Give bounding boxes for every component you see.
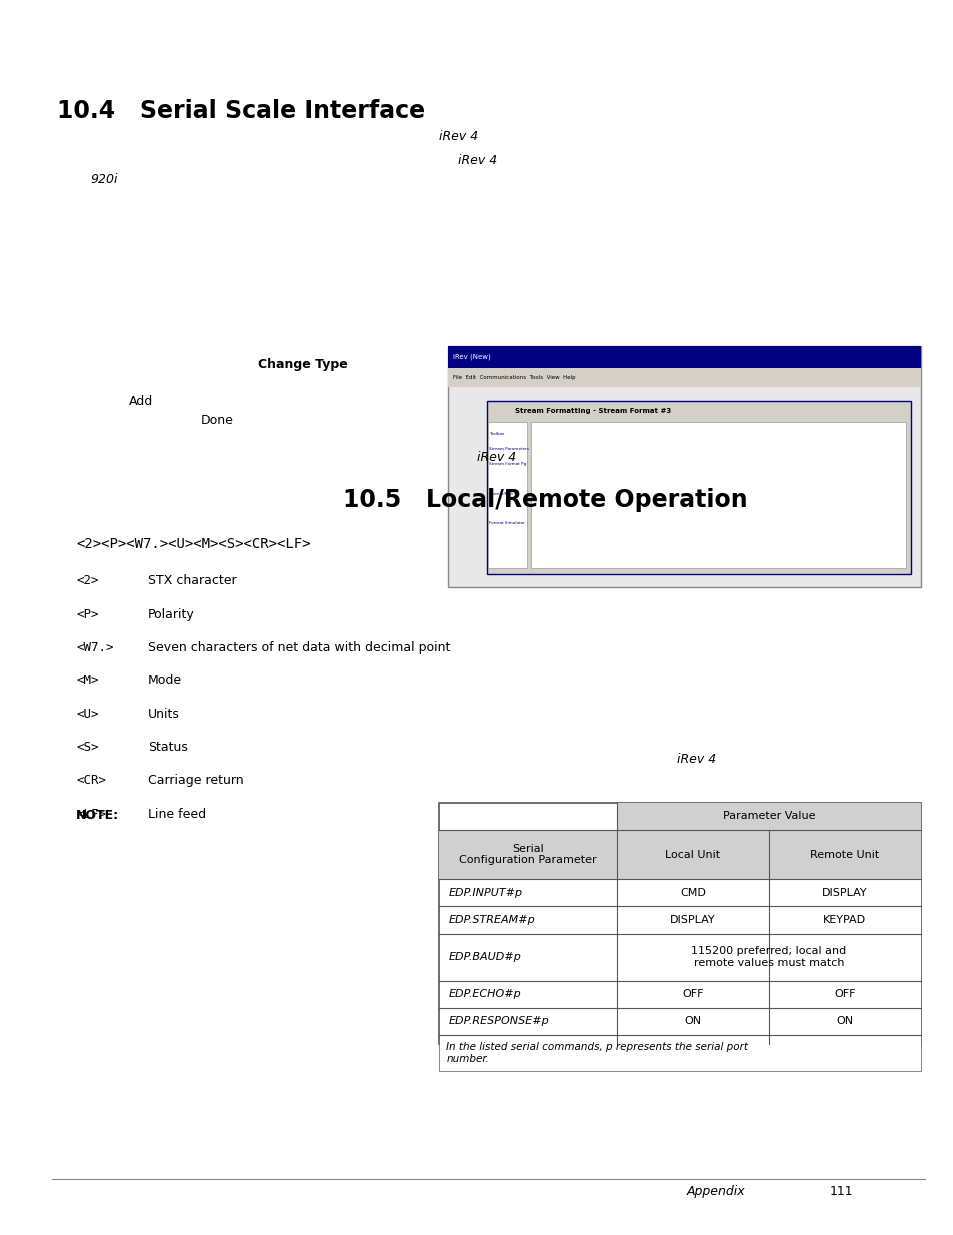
Text: EDP.STREAM#p: EDP.STREAM#p (448, 915, 535, 925)
Text: ON: ON (683, 1016, 700, 1026)
Text: Format Simulator: Format Simulator (489, 521, 525, 525)
Text: File  Edit  Communications  Tools  View  Help: File Edit Communications Tools View Help (453, 374, 576, 380)
Text: Line feed: Line feed (148, 808, 206, 821)
FancyBboxPatch shape (438, 981, 920, 1008)
Text: Parameter Value: Parameter Value (721, 811, 814, 821)
Text: CMD: CMD (679, 888, 705, 898)
Text: Format/Edit: Format/Edit (489, 492, 513, 495)
Text: DISPLAY: DISPLAY (821, 888, 866, 898)
Text: Done: Done (200, 414, 233, 427)
Text: Mode: Mode (148, 674, 182, 688)
Text: EDP.RESPONSE#p: EDP.RESPONSE#p (448, 1016, 549, 1026)
Text: 10.5   Local/Remote Operation: 10.5 Local/Remote Operation (343, 488, 747, 511)
Text: DISPLAY: DISPLAY (669, 915, 715, 925)
Text: <U>: <U> (76, 708, 99, 721)
FancyBboxPatch shape (438, 906, 920, 934)
FancyBboxPatch shape (448, 368, 920, 387)
FancyBboxPatch shape (438, 1035, 920, 1071)
Text: Toolbox: Toolbox (489, 432, 504, 436)
Text: NOTE:: NOTE: (76, 809, 119, 823)
Text: 10.4   Serial Scale Interface: 10.4 Serial Scale Interface (57, 99, 425, 122)
Text: Units: Units (148, 708, 179, 721)
Text: iRev 4: iRev 4 (476, 451, 516, 464)
Text: Add: Add (129, 395, 152, 409)
Text: iRev 4: iRev 4 (677, 753, 716, 767)
Text: In the listed serial commands, p represents the serial port
number.: In the listed serial commands, p represe… (446, 1042, 748, 1063)
Text: iRev 4: iRev 4 (438, 130, 477, 143)
Text: <CR>: <CR> (76, 774, 106, 788)
Text: Stream Format Pg: Stream Format Pg (489, 462, 526, 466)
Text: EDP.ECHO#p: EDP.ECHO#p (448, 989, 520, 999)
Text: iRev (New): iRev (New) (453, 353, 491, 361)
FancyBboxPatch shape (438, 1008, 920, 1035)
Text: STX character: STX character (148, 574, 236, 588)
Text: Stream Parameters: Stream Parameters (489, 447, 529, 451)
Text: <W7.>: <W7.> (76, 641, 113, 655)
Text: Serial
Configuration Parameter: Serial Configuration Parameter (458, 844, 597, 866)
Text: Remote Unit: Remote Unit (809, 850, 879, 860)
FancyBboxPatch shape (617, 803, 920, 830)
Text: Change Type: Change Type (257, 358, 347, 372)
Text: ON: ON (835, 1016, 852, 1026)
FancyBboxPatch shape (448, 346, 920, 368)
Text: 115200 preferred; local and
remote values must match: 115200 preferred; local and remote value… (691, 946, 845, 968)
FancyBboxPatch shape (438, 830, 920, 879)
Text: OFF: OFF (681, 989, 703, 999)
Text: EDP.INPUT#p: EDP.INPUT#p (448, 888, 522, 898)
Text: <2><P><W7.><U><M><S><CR><LF>: <2><P><W7.><U><M><S><CR><LF> (76, 537, 311, 551)
Text: Status: Status (148, 741, 188, 755)
Text: KEYPAD: KEYPAD (822, 915, 865, 925)
Text: Local Unit: Local Unit (664, 850, 720, 860)
Text: 111: 111 (829, 1184, 853, 1198)
Text: Appendix: Appendix (686, 1184, 744, 1198)
Text: <S>: <S> (76, 741, 99, 755)
FancyBboxPatch shape (488, 422, 526, 568)
Text: <2>: <2> (76, 574, 99, 588)
Text: iRev 4: iRev 4 (457, 154, 497, 168)
FancyBboxPatch shape (531, 422, 905, 568)
Text: Stream Formatting - Stream Format #3: Stream Formatting - Stream Format #3 (515, 408, 671, 414)
Text: <M>: <M> (76, 674, 99, 688)
Text: EDP.BAUD#p: EDP.BAUD#p (448, 952, 520, 962)
FancyBboxPatch shape (438, 879, 920, 906)
FancyBboxPatch shape (438, 803, 920, 1044)
FancyBboxPatch shape (486, 401, 910, 574)
Text: <P>: <P> (76, 608, 99, 621)
Text: Carriage return: Carriage return (148, 774, 243, 788)
Text: <LF>: <LF> (76, 808, 106, 821)
Text: OFF: OFF (833, 989, 855, 999)
FancyBboxPatch shape (438, 934, 920, 981)
Text: Seven characters of net data with decimal point: Seven characters of net data with decima… (148, 641, 450, 655)
Text: 920i: 920i (91, 173, 118, 186)
FancyBboxPatch shape (448, 346, 920, 587)
Text: Polarity: Polarity (148, 608, 194, 621)
